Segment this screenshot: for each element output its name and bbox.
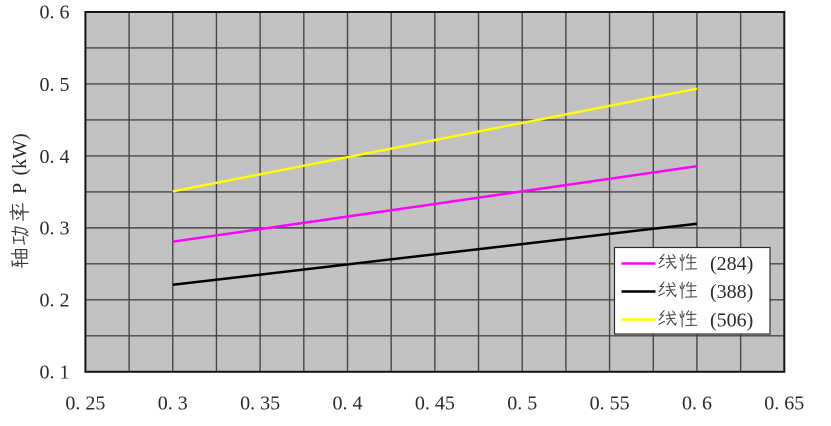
svg-text:0. 6: 0. 6 [682,393,712,415]
svg-text:0. 4: 0. 4 [40,146,70,168]
svg-text:0. 45: 0. 45 [415,393,455,415]
svg-text:0. 2: 0. 2 [40,290,70,312]
svg-text:(506): (506) [710,310,753,332]
svg-text:0. 35: 0. 35 [240,393,280,415]
svg-text:0. 1: 0. 1 [40,361,70,383]
svg-text:0. 5: 0. 5 [507,393,537,415]
svg-text:0. 5: 0. 5 [40,74,70,96]
svg-text:0. 4: 0. 4 [332,393,362,415]
svg-text:0. 65: 0. 65 [764,393,804,415]
svg-text:0. 55: 0. 55 [590,393,630,415]
svg-text:0. 6: 0. 6 [40,2,70,24]
svg-text:0. 3: 0. 3 [40,218,70,240]
svg-text:(kW): (kW) [9,133,31,175]
svg-text:0. 3: 0. 3 [158,393,188,415]
svg-text:(284): (284) [710,253,753,275]
svg-text:P: P [9,183,31,194]
svg-text:(388): (388) [710,281,753,303]
svg-text:0. 25: 0. 25 [65,393,105,415]
